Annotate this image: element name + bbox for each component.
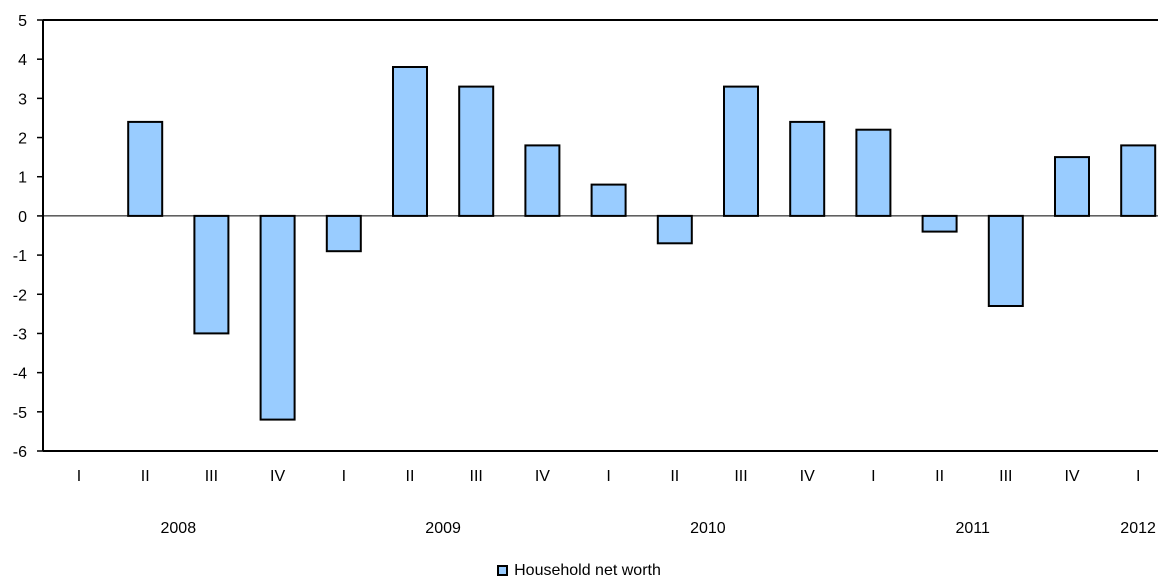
year-label: 2012 — [1120, 520, 1156, 537]
y-tick-label: 4 — [18, 52, 27, 69]
x-tick-label: III — [470, 468, 483, 485]
x-tick-label: I — [342, 468, 346, 485]
y-tick-label: -3 — [13, 326, 27, 343]
y-ticks-group: 5 4 3 2 1 0 -1 -2 -3 -4 -5 -6 — [13, 13, 43, 461]
x-tick-label: I — [1136, 468, 1140, 485]
y-tick-label: -2 — [13, 287, 27, 304]
bar-8 — [590, 183, 627, 217]
year-label: 2011 — [955, 520, 990, 537]
bar-1 — [127, 120, 164, 217]
y-tick-label: -1 — [13, 248, 27, 265]
x-tick-label: II — [670, 468, 679, 485]
y-tick-label: 0 — [18, 209, 27, 226]
legend: Household net worth — [0, 562, 1158, 580]
y-tick-label: 5 — [18, 13, 27, 30]
year-label: 2008 — [161, 520, 197, 537]
bar-11 — [789, 120, 826, 217]
year-labels-group: 2008 2009 2010 2011 2012 — [161, 520, 1156, 537]
x-tick-label: IV — [1064, 468, 1079, 485]
bar-15 — [1054, 156, 1090, 217]
x-tick-label: I — [77, 468, 81, 485]
bar-12 — [855, 128, 892, 217]
y-tick-label: 2 — [18, 131, 27, 148]
bars-group — [127, 66, 1157, 421]
year-label: 2009 — [425, 520, 461, 537]
bar-14 — [987, 214, 1024, 307]
axes-group — [42, 19, 1158, 452]
x-tick-label: IV — [800, 468, 815, 485]
legend-label: Household net worth — [514, 562, 661, 579]
x-ticks-group: I II III IV I II III IV I II III IV I II III IV I — [77, 468, 1141, 485]
bar-4 — [325, 214, 362, 253]
bar-13 — [921, 214, 958, 233]
x-tick-label: II — [935, 468, 944, 485]
x-tick-label: II — [141, 468, 150, 485]
x-tick-label: I — [871, 468, 875, 485]
bar-16 — [1120, 144, 1157, 217]
bar-3 — [259, 214, 296, 421]
legend-swatch — [497, 565, 509, 576]
y-tick-label: -4 — [13, 366, 27, 383]
x-tick-label: II — [406, 468, 415, 485]
y-tick-label: 3 — [18, 91, 27, 108]
x-tick-label: IV — [270, 468, 285, 485]
bar-10 — [723, 85, 759, 217]
y-tick-label: 1 — [18, 170, 27, 187]
bar-6 — [458, 85, 495, 217]
y-tick-label: -5 — [13, 405, 27, 422]
bar-5 — [392, 66, 428, 217]
y-tick-label: -6 — [13, 444, 27, 461]
bar-9 — [656, 214, 693, 245]
x-tick-label: IV — [535, 468, 550, 485]
x-tick-label: III — [999, 468, 1012, 485]
bar-2 — [193, 214, 230, 335]
year-label: 2010 — [690, 520, 726, 537]
x-tick-label: III — [205, 468, 218, 485]
x-tick-label: I — [606, 468, 610, 485]
bar-7 — [524, 144, 561, 217]
x-tick-label: III — [734, 468, 747, 485]
